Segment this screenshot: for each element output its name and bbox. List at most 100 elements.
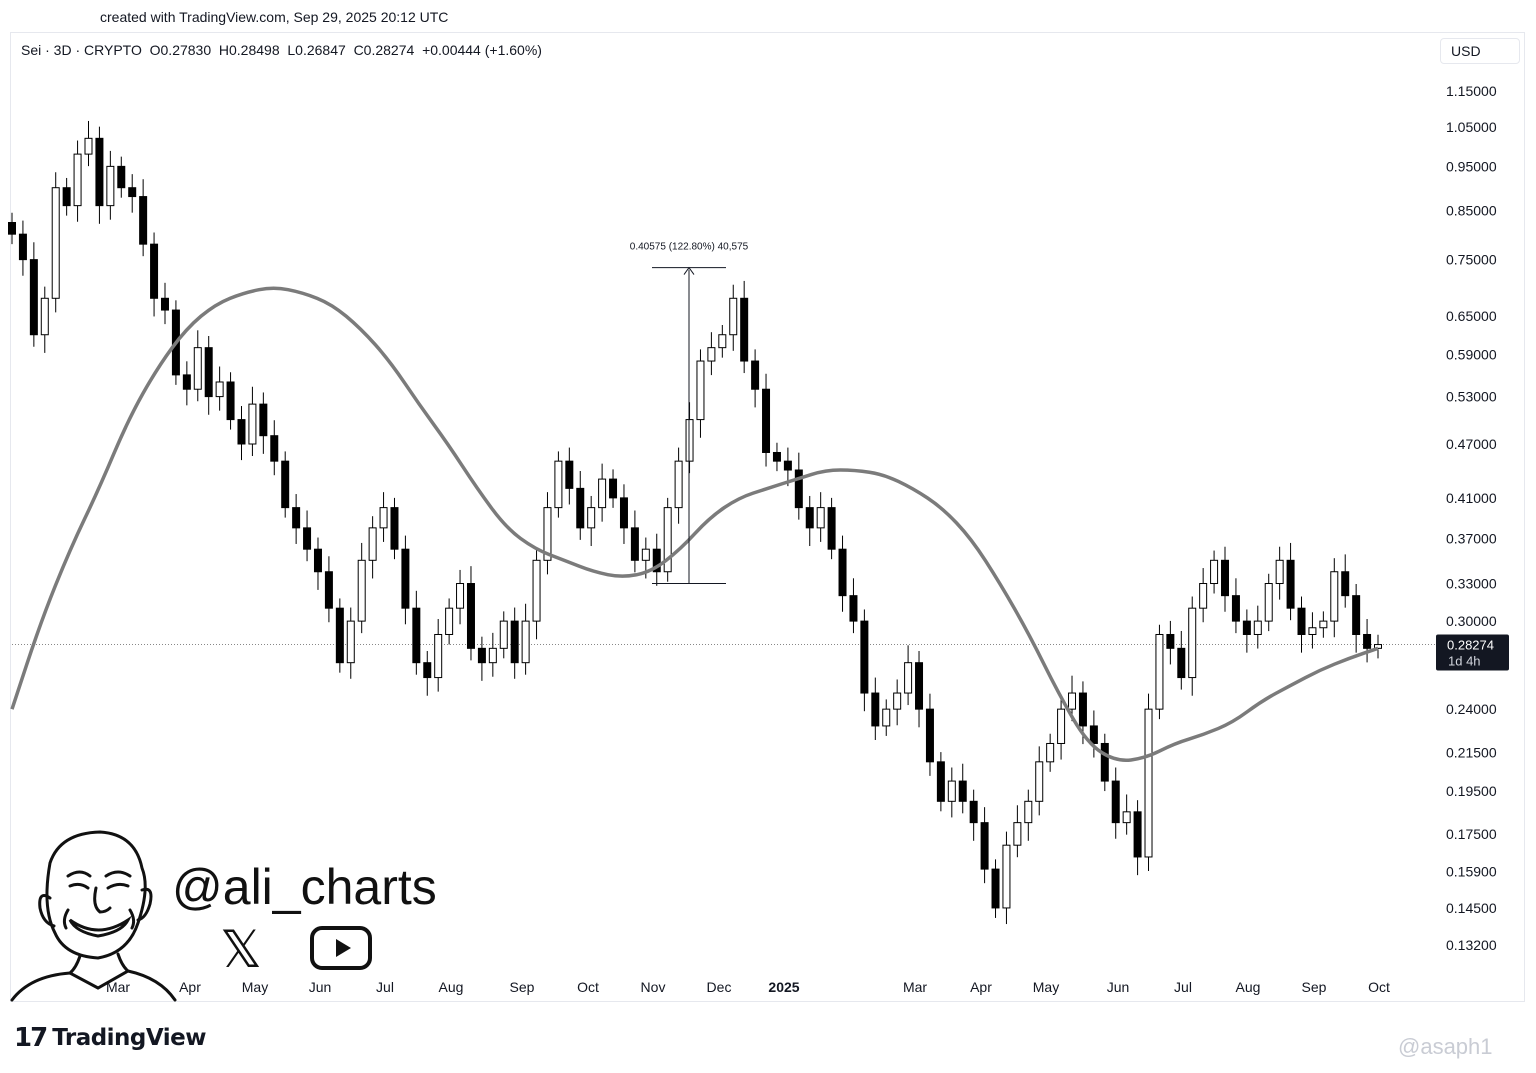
- time-tick-label: May: [242, 979, 268, 995]
- currency-button[interactable]: USD: [1440, 38, 1520, 64]
- candle-body: [62, 187, 71, 207]
- candle-body: [292, 507, 301, 529]
- candle-body: [1319, 620, 1328, 629]
- candle-body: [303, 527, 312, 550]
- measure-label: 0.40575 (122.80%) 40,575: [630, 242, 749, 253]
- candle-body: [335, 607, 344, 664]
- price-tick-label: 0.17500: [1446, 826, 1497, 842]
- tradingview-logo[interactable]: 17 TradingView: [14, 1023, 207, 1053]
- candle-body: [1155, 633, 1164, 710]
- price-tick-label: 1.15000: [1446, 83, 1497, 99]
- candle-body: [215, 381, 224, 398]
- candle-body: [772, 451, 781, 462]
- candle-body: [40, 297, 49, 336]
- measure-tool[interactable]: 0.40575 (122.80%) 40,575: [630, 242, 749, 585]
- candle-body: [991, 868, 1000, 909]
- time-axis: Mar Apr May Jun Jul Aug Sep Oct Nov Dec 2025 Mar Apr…: [106, 979, 1390, 995]
- candle-body: [401, 548, 410, 609]
- candle-body: [1231, 595, 1240, 622]
- candle-body: [1002, 844, 1011, 909]
- candle-body: [18, 233, 27, 261]
- time-tick-label: Apr: [179, 979, 201, 995]
- candle-body: [871, 692, 880, 727]
- time-tick-label: Jun: [1107, 979, 1130, 995]
- last-price-box: [1436, 634, 1509, 671]
- candle-body: [510, 620, 519, 664]
- price-tick-label: 0.30000: [1446, 613, 1497, 629]
- candle-body: [576, 487, 585, 529]
- candle-body: [598, 478, 607, 509]
- candle-body: [685, 419, 694, 462]
- candle-body: [117, 165, 126, 189]
- candle-body: [663, 507, 672, 573]
- chart-frame: [10, 32, 1525, 1002]
- candle-body: [1177, 647, 1186, 679]
- candle-body: [1221, 559, 1230, 597]
- candle-body: [248, 403, 257, 445]
- candle-body: [237, 419, 246, 445]
- candle-body: [1013, 822, 1022, 846]
- candle-body: [1199, 583, 1208, 609]
- candle-body: [1188, 607, 1197, 679]
- candle-body: [434, 633, 443, 679]
- candle-body: [1089, 725, 1098, 744]
- candle-body: [139, 196, 148, 245]
- measure-arrow: [683, 266, 695, 275]
- youtube-icon[interactable]: [310, 926, 372, 970]
- candle-body: [1264, 583, 1273, 622]
- candle-body: [1024, 800, 1033, 824]
- candle-body: [106, 165, 115, 207]
- candle-body: [521, 620, 530, 664]
- price-tick-label: 0.53000: [1446, 389, 1497, 405]
- price-tick-label: 0.15900: [1446, 864, 1497, 880]
- time-tick-label: Mar: [106, 979, 130, 995]
- candle-body: [368, 527, 377, 561]
- candle-body: [73, 153, 82, 207]
- candle-body: [1210, 559, 1219, 585]
- candle-body: [707, 347, 716, 362]
- candle-body: [160, 297, 169, 311]
- candle-body: [838, 548, 847, 597]
- candle-body: [8, 222, 16, 235]
- tradingview-wordmark: TradingView: [52, 1025, 207, 1051]
- time-tick-label: Oct: [1368, 979, 1390, 995]
- candle-body: [1144, 708, 1153, 858]
- symbol-legend: Sei · 3D · CRYPTO O0.27830 H0.28498 L0.2…: [21, 42, 542, 58]
- candle-body: [412, 607, 421, 664]
- candle-body: [947, 780, 956, 802]
- candle-body: [565, 460, 574, 489]
- last-price-value: 0.28274: [1447, 637, 1494, 652]
- candle-body: [609, 478, 618, 499]
- candle-body: [379, 507, 388, 529]
- time-tick-label: Nov: [641, 979, 666, 995]
- candle-body: [1363, 633, 1372, 649]
- candle-body: [641, 548, 650, 561]
- candle-body: [84, 137, 93, 155]
- candle-body: [226, 381, 235, 421]
- candle-body: [729, 297, 738, 336]
- x-logo-icon[interactable]: 𝕏: [220, 920, 262, 980]
- candle-body: [805, 507, 814, 529]
- price-tick-label: 0.21500: [1446, 745, 1497, 761]
- price-tick-label: 0.33000: [1446, 576, 1497, 592]
- candle-body: [827, 507, 836, 550]
- time-tick-label: Mar: [903, 979, 927, 995]
- candle-body: [816, 507, 825, 529]
- candle-body: [587, 507, 596, 529]
- candle-body: [270, 435, 279, 462]
- price-axis: 1.15000 1.05000 0.95000 0.85000 0.75000 0.650…: [1446, 83, 1497, 953]
- candle-body: [893, 692, 902, 710]
- price-tick-label: 0.19500: [1446, 783, 1497, 799]
- time-tick-label: Sep: [510, 979, 535, 995]
- candle-body: [346, 620, 355, 664]
- candle-body: [674, 460, 683, 509]
- candle-body: [1352, 595, 1361, 635]
- candle-body: [543, 507, 552, 561]
- candle-body: [762, 388, 771, 453]
- moving-average-line: [10, 286, 1379, 763]
- time-tick-label: Jul: [376, 979, 394, 995]
- avatar-caricature-icon: [10, 830, 177, 1002]
- time-tick-label: May: [1033, 979, 1059, 995]
- candle-body: [969, 800, 978, 824]
